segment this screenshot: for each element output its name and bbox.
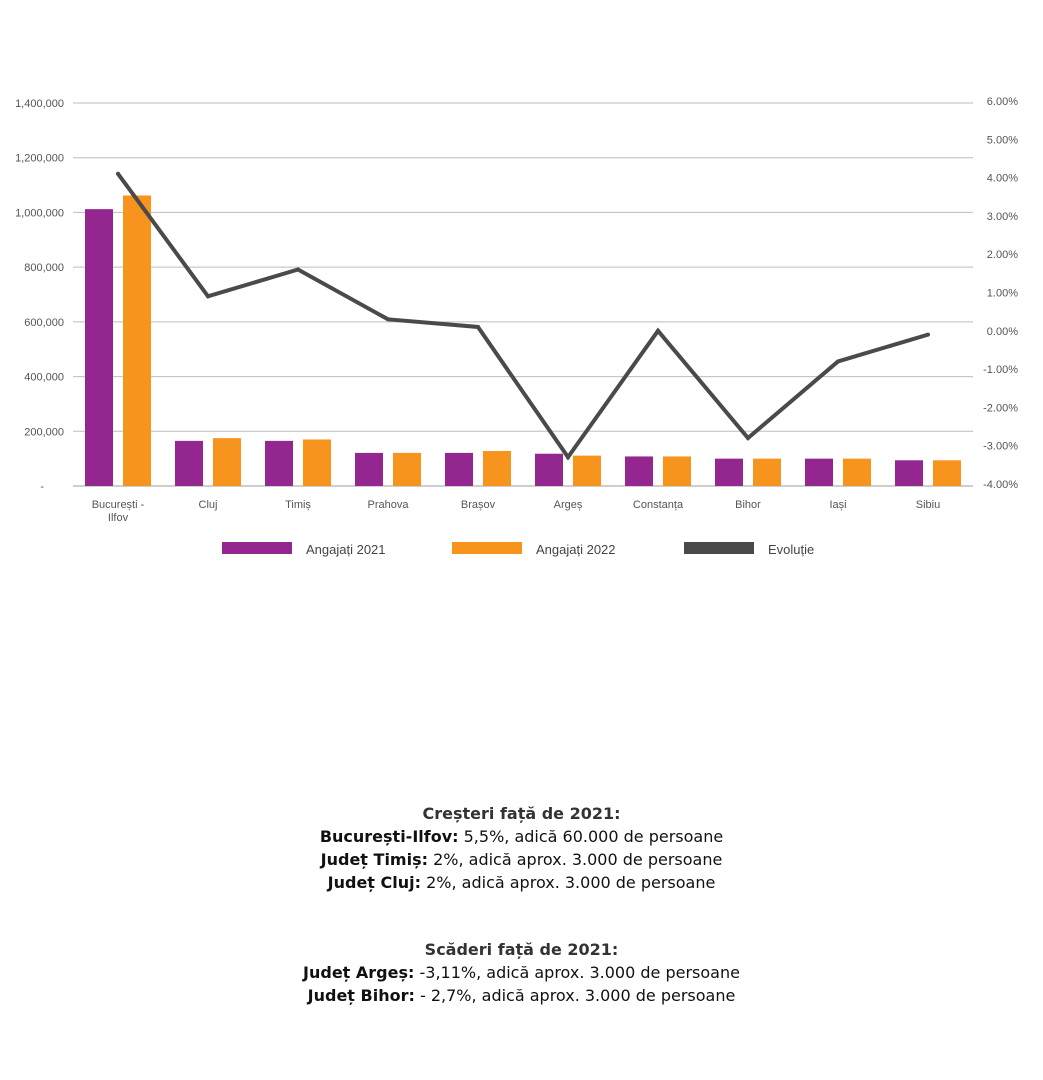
evolution-point xyxy=(656,328,660,333)
evolution-point xyxy=(836,359,840,364)
left-tick-label: 1,200,000 xyxy=(15,153,64,165)
left-tick-label: 400,000 xyxy=(24,372,64,384)
category-label: Brașov xyxy=(461,499,496,511)
decreases-note: Scăderi față de 2021: Județ Argeș: -3,11… xyxy=(0,938,1043,1007)
increase-item-label: Județ Timiș: xyxy=(320,850,428,869)
evolution-point xyxy=(476,324,480,329)
left-tick-label: 600,000 xyxy=(24,317,64,329)
bar xyxy=(355,452,383,486)
bar xyxy=(895,460,923,486)
right-tick-label: 1.00% xyxy=(987,288,1018,300)
bar xyxy=(265,440,293,486)
decreases-title: Scăderi față de 2021: xyxy=(424,940,619,959)
category-label: Prahova xyxy=(368,499,410,511)
decrease-item: Județ Bihor: - 2,7%, adică aprox. 3.000 … xyxy=(0,984,1043,1007)
left-tick-label: 200,000 xyxy=(24,426,64,438)
legend-label: Angajați 2022 xyxy=(536,542,616,557)
right-tick-label: 3.00% xyxy=(987,211,1018,223)
increases-note: Creșteri față de 2021: București-Ilfov: … xyxy=(0,802,1043,894)
legend-swatch xyxy=(222,542,292,554)
evolution-point xyxy=(296,267,300,272)
category-label: Argeș xyxy=(554,499,583,511)
evolution-point xyxy=(746,436,750,441)
evolution-point xyxy=(116,171,120,176)
left-tick-label: 1,400,000 xyxy=(15,98,64,110)
bar xyxy=(213,438,241,486)
decrease-item-text: -3,11%, adică aprox. 3.000 de persoane xyxy=(414,963,740,982)
increase-item-label: Județ Cluj: xyxy=(327,873,422,892)
right-tick-label: -1.00% xyxy=(983,364,1018,376)
right-tick-label: -4.00% xyxy=(983,479,1018,491)
category-label: Cluj xyxy=(199,499,218,511)
category-label: București -Ilfov xyxy=(92,499,145,524)
bar xyxy=(843,458,871,486)
increase-item: Județ Timiș: 2%, adică aprox. 3.000 de p… xyxy=(0,848,1043,871)
bar xyxy=(123,195,151,486)
increase-item-label: București-Ilfov: xyxy=(319,827,459,846)
category-label: Bihor xyxy=(735,499,761,511)
right-tick-label: 5.00% xyxy=(987,134,1018,146)
increases-title: Creșteri față de 2021: xyxy=(422,804,621,823)
bar xyxy=(445,452,473,486)
bar xyxy=(483,450,511,486)
category-label: Sibiu xyxy=(916,499,940,511)
right-tick-label: 4.00% xyxy=(987,173,1018,185)
increase-item-text: 2%, adică aprox. 3.000 de persoane xyxy=(428,850,723,869)
decrease-item-text: - 2,7%, adică aprox. 3.000 de persoane xyxy=(414,986,736,1005)
right-tick-label: 0.00% xyxy=(987,326,1018,338)
right-tick-label: 6.00% xyxy=(987,96,1018,108)
legend-swatch xyxy=(684,542,754,554)
evolution-line xyxy=(116,172,929,461)
left-tick-label: 1,000,000 xyxy=(15,207,64,219)
bar xyxy=(753,458,781,486)
category-label: Iași xyxy=(829,499,846,511)
employees-chart: - 200,000 400,000 600,000 800,000 1,000,000 1,… xyxy=(15,96,1018,557)
evolution-point xyxy=(566,455,570,460)
legend-label: Angajați 2021 xyxy=(306,542,386,557)
bar xyxy=(933,460,961,486)
bar xyxy=(175,440,203,486)
decrease-item-label: Județ Argeș: xyxy=(303,963,415,982)
legend-swatch xyxy=(452,542,522,554)
bar xyxy=(805,458,833,486)
right-tick-label: 2.00% xyxy=(987,249,1018,261)
bar xyxy=(715,458,743,486)
legend-label: Evoluție xyxy=(768,542,814,557)
decrease-item-label: Județ Bihor: xyxy=(307,986,415,1005)
evolution-point xyxy=(926,332,930,337)
increase-item-text: 2%, adică aprox. 3.000 de persoane xyxy=(421,873,716,892)
bar xyxy=(303,439,331,486)
bar xyxy=(625,456,653,486)
left-tick-label: - xyxy=(40,481,44,493)
bar xyxy=(85,209,113,486)
right-tick-label: -2.00% xyxy=(983,402,1018,414)
evolution-point xyxy=(386,317,390,322)
increase-item: București-Ilfov: 5,5%, adică 60.000 de p… xyxy=(0,825,1043,848)
decrease-item: Județ Argeș: -3,11%, adică aprox. 3.000 … xyxy=(0,961,1043,984)
increase-item: Județ Cluj: 2%, adică aprox. 3.000 de pe… xyxy=(0,871,1043,894)
right-tick-label: -3.00% xyxy=(983,441,1018,453)
increase-item-text: 5,5%, adică 60.000 de persoane xyxy=(458,827,724,846)
bar xyxy=(393,452,421,486)
bar xyxy=(663,456,691,486)
left-tick-label: 800,000 xyxy=(24,262,64,274)
bar xyxy=(573,455,601,486)
evolution-point xyxy=(206,294,210,299)
category-label: Constanța xyxy=(633,499,684,511)
category-label: Timiș xyxy=(285,499,311,511)
bar xyxy=(535,453,563,486)
